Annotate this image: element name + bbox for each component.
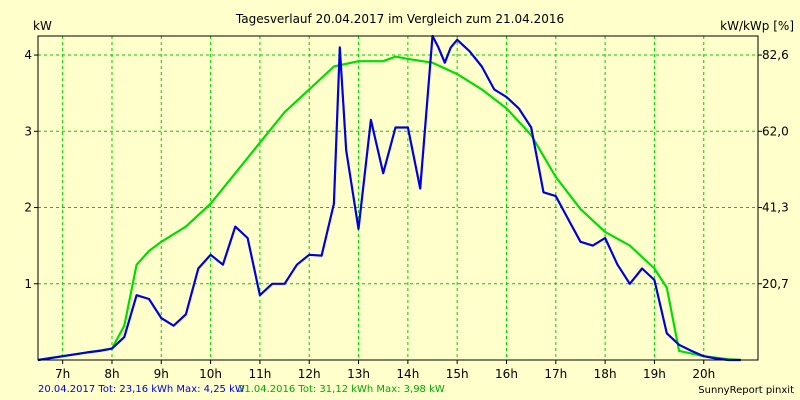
x-tick-label: 14h [396,367,419,381]
footer-brand: SunnyReport pinxit [698,385,794,396]
x-tick-label: 20h [692,367,715,381]
right-tick-label: 41,3 [762,201,789,215]
x-tick-label: 11h [248,367,271,381]
x-tick-label: 7h [55,367,70,381]
right-tick-label: 62,0 [762,124,789,138]
plot-background [38,36,758,360]
x-tick-label: 19h [643,367,666,381]
x-tick-label: 16h [495,367,518,381]
x-tick-label: 9h [154,367,169,381]
right-tick-label: 82,6 [762,48,789,62]
series-line-2017 [37,34,741,362]
series-layer [37,34,741,362]
left-tick-label: 4 [24,48,32,62]
left-axis: 1 2 3 4 [24,48,38,291]
left-tick-label: 3 [24,124,32,138]
left-axis-unit: kW [33,19,52,33]
footer-series1-label: 20.04.2017 Tot: 23,16 kWh Max: 4,25 kW [38,384,245,395]
right-tick-label: 20,7 [762,277,789,291]
x-tick-label: 8h [104,367,119,381]
x-tick-label: 17h [544,367,567,381]
left-tick-label: 1 [24,277,32,291]
left-tick-label: 2 [24,201,32,215]
series-line-2016 [37,55,741,362]
x-tick-label: 12h [298,367,321,381]
x-tick-label: 18h [594,367,617,381]
plot-frame [37,35,759,361]
x-tick-label: 10h [199,367,222,381]
right-axis-unit: kW/kWp [%] [720,19,794,33]
chart-title: Tagesverlauf 20.04.2017 im Vergleich zum… [235,12,564,26]
right-axis: 20,7 41,3 62,0 82,6 [758,48,789,291]
plot-area [37,34,759,362]
x-tick-label: 15h [446,367,469,381]
x-axis: 7h 8h 9h 10h 11h 12h 13h 14h 15h 16h 17h 18h 19h 20h [55,360,715,381]
footer-series2-label: 21.04.2016 Tot: 31,12 kWh Max: 3,98 kW [238,384,445,395]
x-tick-label: 13h [347,367,370,381]
